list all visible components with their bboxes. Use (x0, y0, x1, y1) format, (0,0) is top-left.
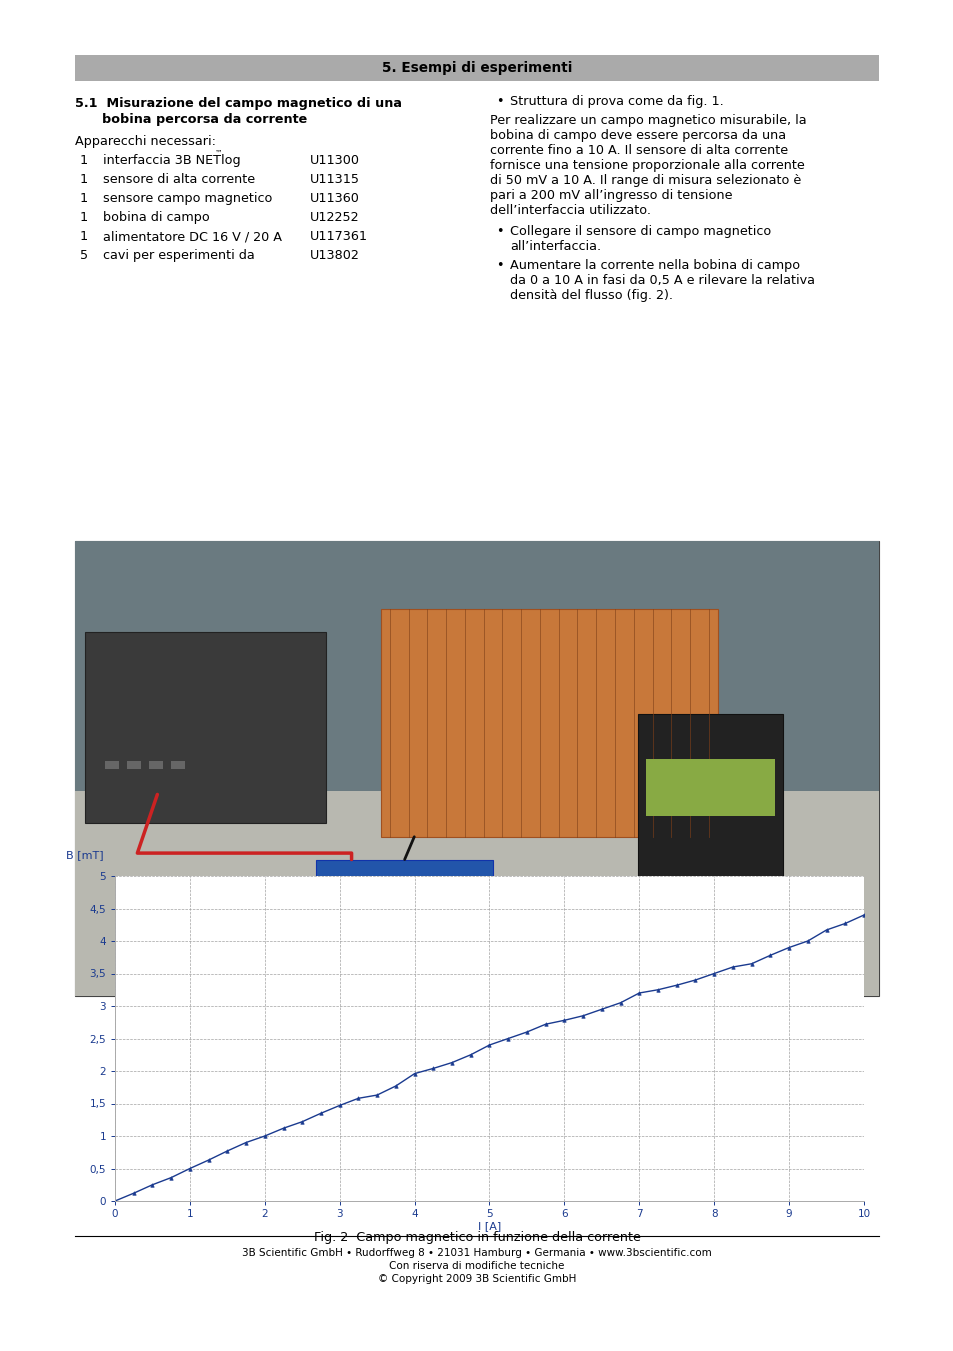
Text: corrente fino a 10 A. Il sensore di alta corrente: corrente fino a 10 A. Il sensore di alta… (490, 145, 787, 157)
Text: bobina di campo: bobina di campo (103, 211, 210, 224)
Text: 5: 5 (80, 249, 88, 262)
Text: Aumentare la corrente nella bobina di campo: Aumentare la corrente nella bobina di ca… (510, 259, 800, 272)
Text: di 50 mV a 10 A. Il range di misura selezionato è: di 50 mV a 10 A. Il range di misura sele… (490, 174, 801, 186)
X-axis label: I [A]: I [A] (477, 1221, 500, 1231)
Bar (127, 761, 141, 769)
Text: bobina percorsa da corrente: bobina percorsa da corrente (75, 113, 307, 126)
Bar (85, 632, 326, 823)
Text: U12252: U12252 (310, 211, 359, 224)
Bar (75, 540, 878, 996)
Text: densità del flusso (fig. 2).: densità del flusso (fig. 2). (510, 289, 672, 303)
Text: interfaccia 3B NETlog: interfaccia 3B NETlog (103, 154, 240, 168)
Text: bobina di campo deve essere percorsa da una: bobina di campo deve essere percorsa da … (490, 128, 785, 142)
Text: 5.1  Misurazione del campo magnetico di una: 5.1 Misurazione del campo magnetico di u… (75, 97, 401, 109)
Text: 5. Esempi di esperimenti: 5. Esempi di esperimenti (381, 61, 572, 76)
Text: Apparecchi necessari:: Apparecchi necessari: (75, 135, 215, 149)
Bar (75, 792, 878, 996)
Bar (75, 540, 878, 792)
Text: fornisce una tensione proporzionale alla corrente: fornisce una tensione proporzionale alla… (490, 159, 804, 172)
Text: 1: 1 (80, 211, 88, 224)
Bar (149, 761, 163, 769)
Text: alimentatore DC 16 V / 20 A: alimentatore DC 16 V / 20 A (103, 230, 282, 243)
Text: •: • (496, 226, 503, 238)
Text: •: • (496, 259, 503, 272)
Text: sensore di alta corrente: sensore di alta corrente (103, 173, 254, 186)
Bar (380, 609, 718, 836)
Text: B [mT]: B [mT] (67, 850, 104, 859)
Text: pari a 200 mV all’ingresso di tensione: pari a 200 mV all’ingresso di tensione (490, 189, 732, 203)
Text: 1: 1 (80, 192, 88, 205)
Text: da 0 a 10 A in fasi da 0,5 A e rilevare la relativa: da 0 a 10 A in fasi da 0,5 A e rilevare … (510, 274, 814, 286)
Text: U117361: U117361 (310, 230, 368, 243)
Text: Per realizzare un campo magnetico misurabile, la: Per realizzare un campo magnetico misura… (490, 113, 806, 127)
Bar (638, 713, 781, 942)
Text: sensore campo magnetico: sensore campo magnetico (103, 192, 273, 205)
Bar (171, 761, 185, 769)
Bar (315, 859, 493, 959)
Text: Collegare il sensore di campo magnetico: Collegare il sensore di campo magnetico (510, 226, 770, 238)
Text: all’interfaccia.: all’interfaccia. (510, 240, 600, 253)
Bar (105, 761, 119, 769)
Text: Con riserva di modifiche tecniche: Con riserva di modifiche tecniche (389, 1260, 564, 1271)
Text: U11360: U11360 (310, 192, 359, 205)
Text: •: • (496, 95, 503, 108)
Text: Struttura di prova come da fig. 1.: Struttura di prova come da fig. 1. (510, 95, 723, 108)
Bar (645, 759, 774, 816)
Text: 1: 1 (80, 173, 88, 186)
Text: 3B Scientific GmbH • Rudorffweg 8 • 21031 Hamburg • Germania • www.3bscientific.: 3B Scientific GmbH • Rudorffweg 8 • 2103… (242, 1248, 711, 1258)
Bar (75, 55, 878, 81)
Text: 1: 1 (80, 154, 88, 168)
Text: 1: 1 (80, 230, 88, 243)
Text: Fig. 1 Misurazione del campo magnetico di una bobina percorsa da corrente: Fig. 1 Misurazione del campo magnetico d… (244, 1019, 709, 1031)
Text: cavi per esperimenti da: cavi per esperimenti da (103, 249, 254, 262)
Text: © Copyright 2009 3B Scientific GmbH: © Copyright 2009 3B Scientific GmbH (377, 1274, 576, 1283)
Text: ™: ™ (215, 149, 223, 158)
Text: U13802: U13802 (310, 249, 359, 262)
Text: U11315: U11315 (310, 173, 359, 186)
Text: dell’interfaccia utilizzato.: dell’interfaccia utilizzato. (490, 204, 650, 218)
Text: U11300: U11300 (310, 154, 359, 168)
Text: Fig. 2  Campo magnetico in funzione della corrente: Fig. 2 Campo magnetico in funzione della… (314, 1231, 639, 1244)
